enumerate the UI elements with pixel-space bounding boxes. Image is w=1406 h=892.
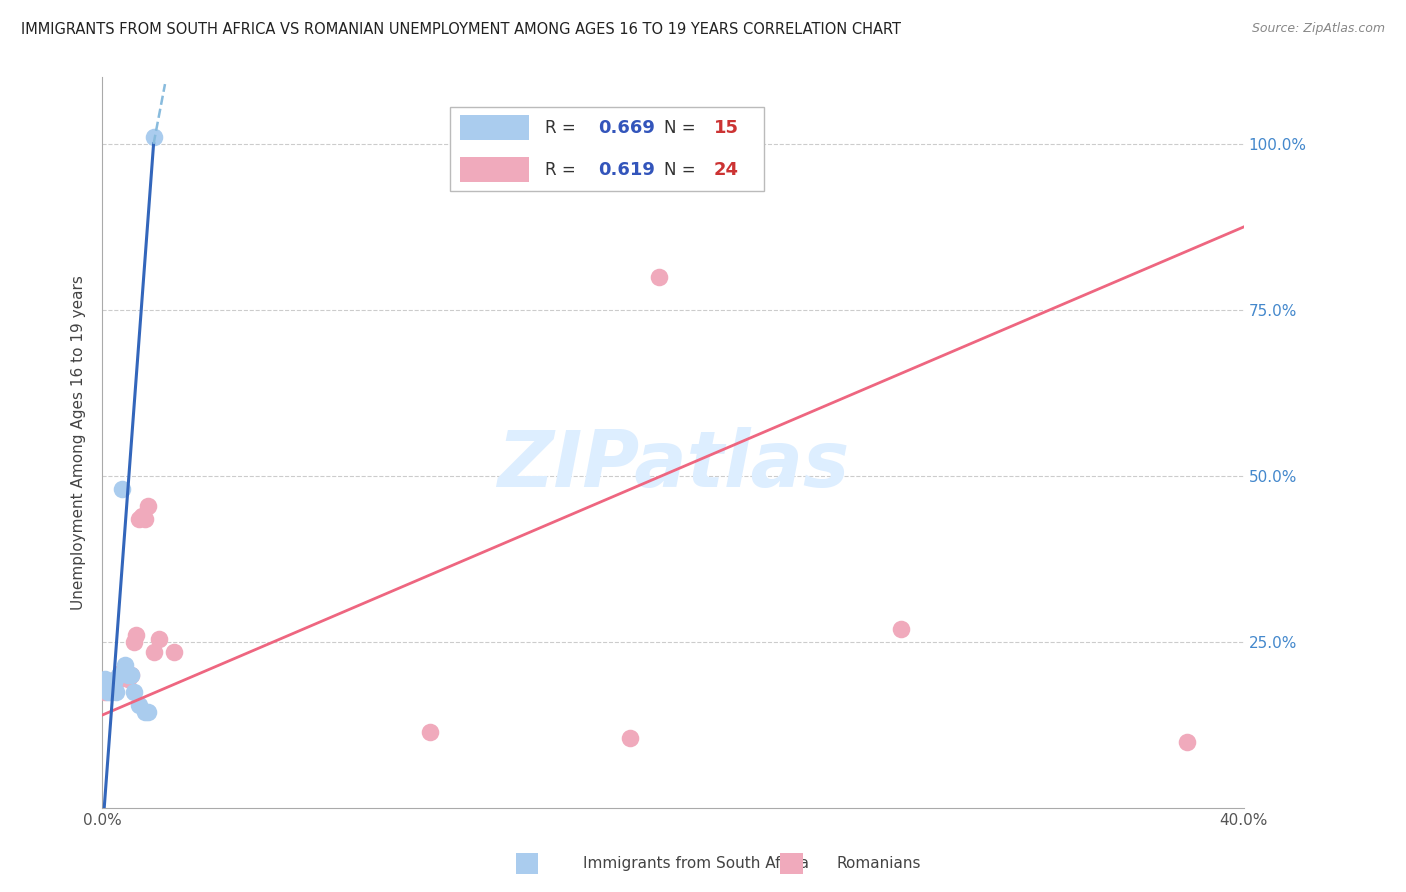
Point [1175,734,1198,748]
Point [890,622,912,636]
Point [97,681,120,696]
Point [134,512,156,526]
Point [117,672,139,686]
Point [111,665,134,679]
Text: ZIPatlas: ZIPatlas [496,426,849,503]
Point [108,672,131,686]
Point [122,635,145,649]
Point [105,685,128,699]
Point [117,668,139,682]
Point [148,632,170,646]
Point [114,662,136,676]
Point [103,674,125,689]
Y-axis label: Unemployment Among Ages 16 to 19 years: Unemployment Among Ages 16 to 19 years [72,276,86,610]
Point [648,269,671,284]
Point [125,628,148,642]
Point [108,668,131,682]
Point [131,508,153,523]
Point [128,512,150,526]
Point [120,668,142,682]
Point [136,705,159,719]
Point [136,499,159,513]
Point [103,678,125,692]
Point [619,731,641,746]
Point [142,645,165,659]
Point [97,685,120,699]
Point [100,681,122,696]
Point [142,130,165,145]
Point [120,668,142,682]
Point [100,685,122,699]
Point [122,685,145,699]
Point [162,645,184,659]
Text: Immigrants from South Africa: Immigrants from South Africa [583,856,810,871]
Point [94,672,117,686]
Point [105,672,128,686]
Text: Romanians: Romanians [837,856,921,871]
Point [134,705,156,719]
Text: IMMIGRANTS FROM SOUTH AFRICA VS ROMANIAN UNEMPLOYMENT AMONG AGES 16 TO 19 YEARS : IMMIGRANTS FROM SOUTH AFRICA VS ROMANIAN… [21,22,901,37]
Point [111,482,134,496]
Point [94,685,117,699]
Point [114,658,136,673]
Point [419,724,441,739]
Point [128,698,150,712]
Text: Source: ZipAtlas.com: Source: ZipAtlas.com [1251,22,1385,36]
